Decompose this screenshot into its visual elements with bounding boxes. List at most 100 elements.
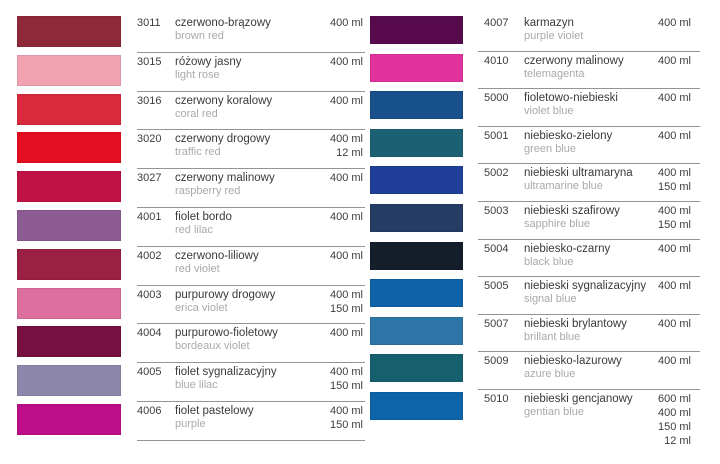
volume: 400 ml xyxy=(329,210,363,223)
color-code: 5001 xyxy=(484,129,509,142)
color-swatch xyxy=(17,16,121,47)
color-code: 3016 xyxy=(137,94,162,107)
volume-list: 400 ml xyxy=(330,210,365,224)
volume: 400 ml xyxy=(657,280,691,293)
color-row: 5001 niebiesko-zielony green blue 400 ml xyxy=(370,127,700,165)
color-name-polish: niebieski sygnalizacyjny xyxy=(524,280,647,293)
volume: 150 ml xyxy=(657,181,691,194)
color-code: 3027 xyxy=(137,172,162,185)
color-swatch xyxy=(370,354,463,383)
color-names: niebieski gencjanowy gentian blue xyxy=(524,392,658,419)
color-row-info: 5001 niebiesko-zielony green blue 400 ml xyxy=(478,127,700,165)
color-swatch xyxy=(17,403,121,435)
color-swatch xyxy=(17,326,121,358)
volume: 150 ml xyxy=(329,418,363,431)
color-row-info: 3016 czerwony koralowy coral red 400 ml xyxy=(137,92,365,131)
color-name-english: black blue xyxy=(524,255,574,268)
volume-list: 400 ml 150 ml xyxy=(330,288,365,316)
color-code: 4006 xyxy=(137,404,162,417)
color-row: 4004 purpurowo-fioletowy bordeaux violet… xyxy=(17,324,365,364)
catalog-column-right: 4007 karmazyn purple violet 400 ml 4010 … xyxy=(370,14,700,448)
color-row-info: 4003 purpurowy drogowy erica violet 400 … xyxy=(137,286,365,325)
color-name-polish: czerwony drogowy xyxy=(175,133,271,146)
color-name-english: red lilac xyxy=(175,223,213,236)
color-row: 5005 niebieski sygnalizacyjny signal blu… xyxy=(370,277,700,315)
color-name-polish: różowy jasny xyxy=(175,55,242,68)
color-swatch xyxy=(370,16,463,44)
volume: 400 ml xyxy=(329,288,363,301)
volume: 400 ml xyxy=(329,249,363,262)
color-name-polish: niebieski brylantowy xyxy=(524,317,627,330)
color-swatch xyxy=(17,54,121,86)
volume: 12 ml xyxy=(664,434,691,447)
color-code: 4001 xyxy=(137,210,162,223)
color-row-info: 4010 czerwony malinowy telemagenta 400 m… xyxy=(478,52,700,90)
volume-list: 400 ml xyxy=(330,249,365,263)
volume: 400 ml xyxy=(657,129,691,142)
color-code: 5009 xyxy=(484,355,509,368)
volume: 150 ml xyxy=(329,380,363,393)
color-code: 3020 xyxy=(137,133,162,146)
color-row: 5000 fioletowo-niebieski violet blue 400… xyxy=(370,89,700,127)
color-swatch xyxy=(370,128,463,157)
volume-list: 400 ml xyxy=(658,54,700,68)
volume-list: 400 ml 12 ml xyxy=(330,132,365,160)
color-name-polish: purpurowo-fioletowy xyxy=(175,327,278,340)
color-name-english: blue lilac xyxy=(175,379,218,392)
color-swatch xyxy=(17,287,121,319)
color-row-info: 5010 niebieski gencjanowy gentian blue 6… xyxy=(478,390,700,448)
color-swatch xyxy=(17,132,121,164)
color-name-polish: niebiesko-zielony xyxy=(524,129,613,142)
color-swatch xyxy=(17,248,121,280)
volume: 150 ml xyxy=(657,420,691,433)
color-row-info: 4004 purpurowo-fioletowy bordeaux violet… xyxy=(137,324,365,364)
volume-list: 400 ml xyxy=(658,354,700,368)
color-code: 3011 xyxy=(137,17,161,29)
color-row: 4003 purpurowy drogowy erica violet 400 … xyxy=(17,286,365,325)
color-name-english: traffic red xyxy=(175,146,221,159)
color-row: 3011 czerwono-brązowy brown red 400 ml xyxy=(17,14,365,53)
color-name-english: purple xyxy=(175,417,206,430)
volume: 400 ml xyxy=(329,133,363,146)
color-name-english: erica violet xyxy=(175,301,228,314)
color-name-english: telemagenta xyxy=(524,67,585,80)
volume: 400 ml xyxy=(657,92,691,105)
color-swatch xyxy=(370,279,463,308)
volume: 400 ml xyxy=(657,17,691,29)
color-swatch xyxy=(370,203,463,232)
color-row: 3015 różowy jasny light rose 400 ml xyxy=(17,53,365,92)
color-code: 5002 xyxy=(484,167,509,180)
color-code: 5003 xyxy=(484,204,509,217)
color-name-polish: czerwony malinowy xyxy=(524,54,624,67)
color-row: 4005 fiolet sygnalizacyjny blue lilac 40… xyxy=(17,363,365,402)
volume: 400 ml xyxy=(329,94,363,107)
color-names: czerwono-liliowy red violet xyxy=(175,249,330,276)
color-name-english: brown red xyxy=(175,30,224,42)
color-swatch xyxy=(17,93,121,125)
volume: 12 ml xyxy=(336,147,363,160)
color-names: czerwony koralowy coral red xyxy=(175,94,330,121)
color-code: 4005 xyxy=(137,366,162,379)
volume-list: 400 ml 150 ml xyxy=(330,365,365,393)
color-names: czerwony malinowy raspberry red xyxy=(175,171,330,198)
color-names: niebieski ultramaryna ultramarine blue xyxy=(524,166,658,193)
color-name-polish: czerwony koralowy xyxy=(175,94,273,107)
color-row: 5009 niebiesko-lazurowy azure blue 400 m… xyxy=(370,352,700,390)
color-name-polish: niebieski ultramaryna xyxy=(524,167,633,180)
volume-list: 400 ml xyxy=(330,55,365,69)
color-row-info: 4002 czerwono-liliowy red violet 400 ml xyxy=(137,247,365,286)
color-row: 5003 niebieski szafirowy sapphire blue 4… xyxy=(370,202,700,240)
color-name-english: light rose xyxy=(175,68,220,81)
volume: 400 ml xyxy=(657,242,691,255)
color-swatch xyxy=(17,365,121,397)
color-code: 4002 xyxy=(137,249,162,262)
volume-list: 400 ml 150 ml xyxy=(658,166,700,194)
volume: 400 ml xyxy=(657,204,691,217)
color-swatch xyxy=(17,171,121,203)
volume: 400 ml xyxy=(657,54,691,67)
volume: 150 ml xyxy=(329,302,363,315)
color-name-english: coral red xyxy=(175,107,218,120)
color-names: niebiesko-zielony green blue xyxy=(524,129,658,156)
volume: 150 ml xyxy=(657,218,691,231)
volume-list: 400 ml xyxy=(330,171,365,185)
